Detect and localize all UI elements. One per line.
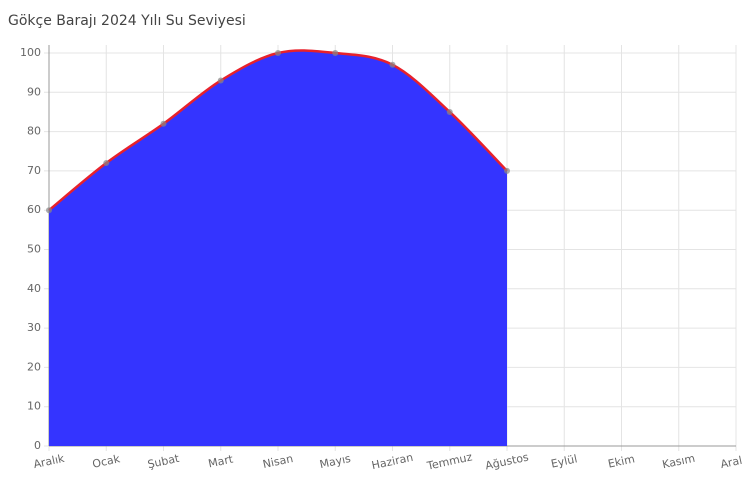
area bbox=[49, 50, 507, 447]
x-tick-label: Mayıs bbox=[318, 452, 352, 471]
x-tick-label: Haziran bbox=[370, 451, 414, 472]
y-tick-label: 30 bbox=[27, 321, 41, 334]
x-tick-label: Ocak bbox=[91, 452, 122, 471]
chart-title: Gökçe Barajı 2024 Yılı Su Seviyesi bbox=[8, 13, 246, 29]
point bbox=[160, 120, 167, 127]
point bbox=[332, 50, 339, 56]
x-tick-label: Mart bbox=[207, 452, 235, 470]
x-tick-label: Temmuz bbox=[425, 450, 474, 472]
x-tick-label: Eylül bbox=[550, 452, 579, 470]
point bbox=[389, 61, 396, 68]
x-tick-label: Aralık bbox=[32, 452, 66, 471]
point bbox=[103, 160, 110, 167]
y-tick-label: 10 bbox=[27, 400, 41, 413]
y-tick-label: 70 bbox=[27, 164, 41, 177]
y-tick-label: 20 bbox=[27, 360, 41, 373]
point bbox=[46, 207, 52, 214]
point bbox=[217, 77, 224, 84]
x-tick-label: Nisan bbox=[262, 452, 295, 471]
y-tick-label: 100 bbox=[20, 46, 41, 59]
y-tick-label: 40 bbox=[27, 282, 41, 295]
point bbox=[504, 167, 510, 174]
y-tick-label: 90 bbox=[27, 85, 41, 98]
y-tick-label: 50 bbox=[27, 243, 41, 256]
x-tick-label: Aralık bbox=[719, 452, 742, 471]
point bbox=[275, 50, 281, 56]
x-tick-label: Ağustos bbox=[484, 451, 530, 473]
x-tick-label: Şubat bbox=[146, 452, 181, 472]
x-tick-label: Ekim bbox=[607, 452, 636, 470]
x-tick-label: Kasım bbox=[661, 452, 696, 472]
y-tick-label: 80 bbox=[27, 125, 41, 138]
y-tick-label: 60 bbox=[27, 203, 41, 216]
y-tick-label: 0 bbox=[34, 439, 41, 452]
point bbox=[446, 108, 453, 115]
